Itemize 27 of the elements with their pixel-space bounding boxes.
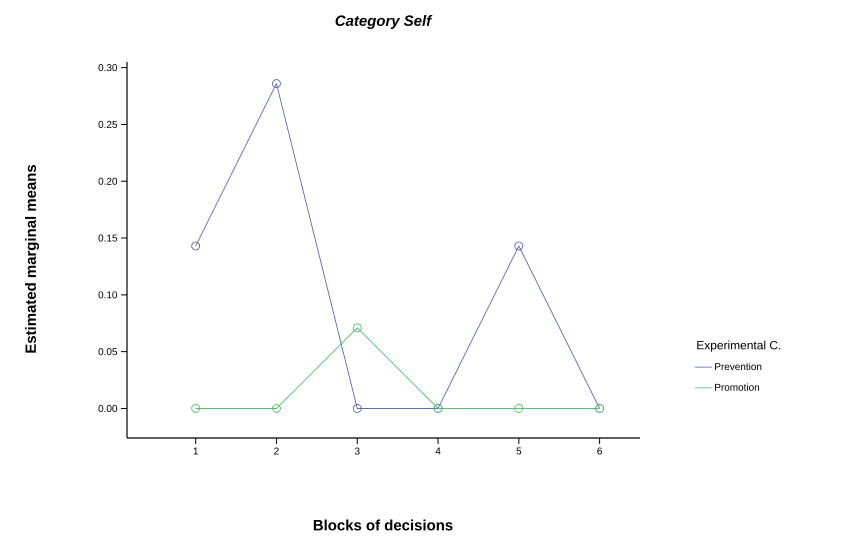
x-tick-label: 1 bbox=[194, 448, 198, 454]
y-tick-label: 0.30 bbox=[98, 64, 118, 72]
y-tick-label: 0.10 bbox=[98, 291, 118, 298]
point bbox=[514, 404, 524, 413]
x-tick-label: 4 bbox=[436, 448, 441, 454]
point bbox=[352, 404, 362, 413]
point bbox=[272, 79, 281, 88]
y-tick-label: 0.15 bbox=[98, 234, 118, 242]
point bbox=[514, 242, 524, 250]
y-axis-title: Estimated marginal means bbox=[25, 164, 40, 353]
point bbox=[272, 404, 281, 413]
y-tick-label: 0.20 bbox=[98, 178, 118, 185]
x-axis-title: Blocks of decisions bbox=[314, 520, 453, 530]
legend-title: Experimental C. bbox=[697, 340, 780, 352]
x-tick-label: 3 bbox=[354, 448, 360, 455]
x-tick-label: 5 bbox=[516, 448, 522, 454]
legend-label: Promotion bbox=[715, 383, 760, 391]
chart-title: Category Self bbox=[336, 15, 432, 29]
point bbox=[191, 242, 200, 250]
legend-label: Prevention bbox=[715, 362, 762, 370]
y-tick-label: 0.00 bbox=[98, 404, 118, 412]
x-tick-label: 2 bbox=[274, 448, 279, 454]
point bbox=[191, 404, 200, 413]
point bbox=[352, 323, 362, 332]
y-tick-label: 0.25 bbox=[98, 120, 118, 128]
y-tick-label: 0.05 bbox=[98, 348, 118, 356]
x-tick-label: 6 bbox=[597, 448, 602, 455]
